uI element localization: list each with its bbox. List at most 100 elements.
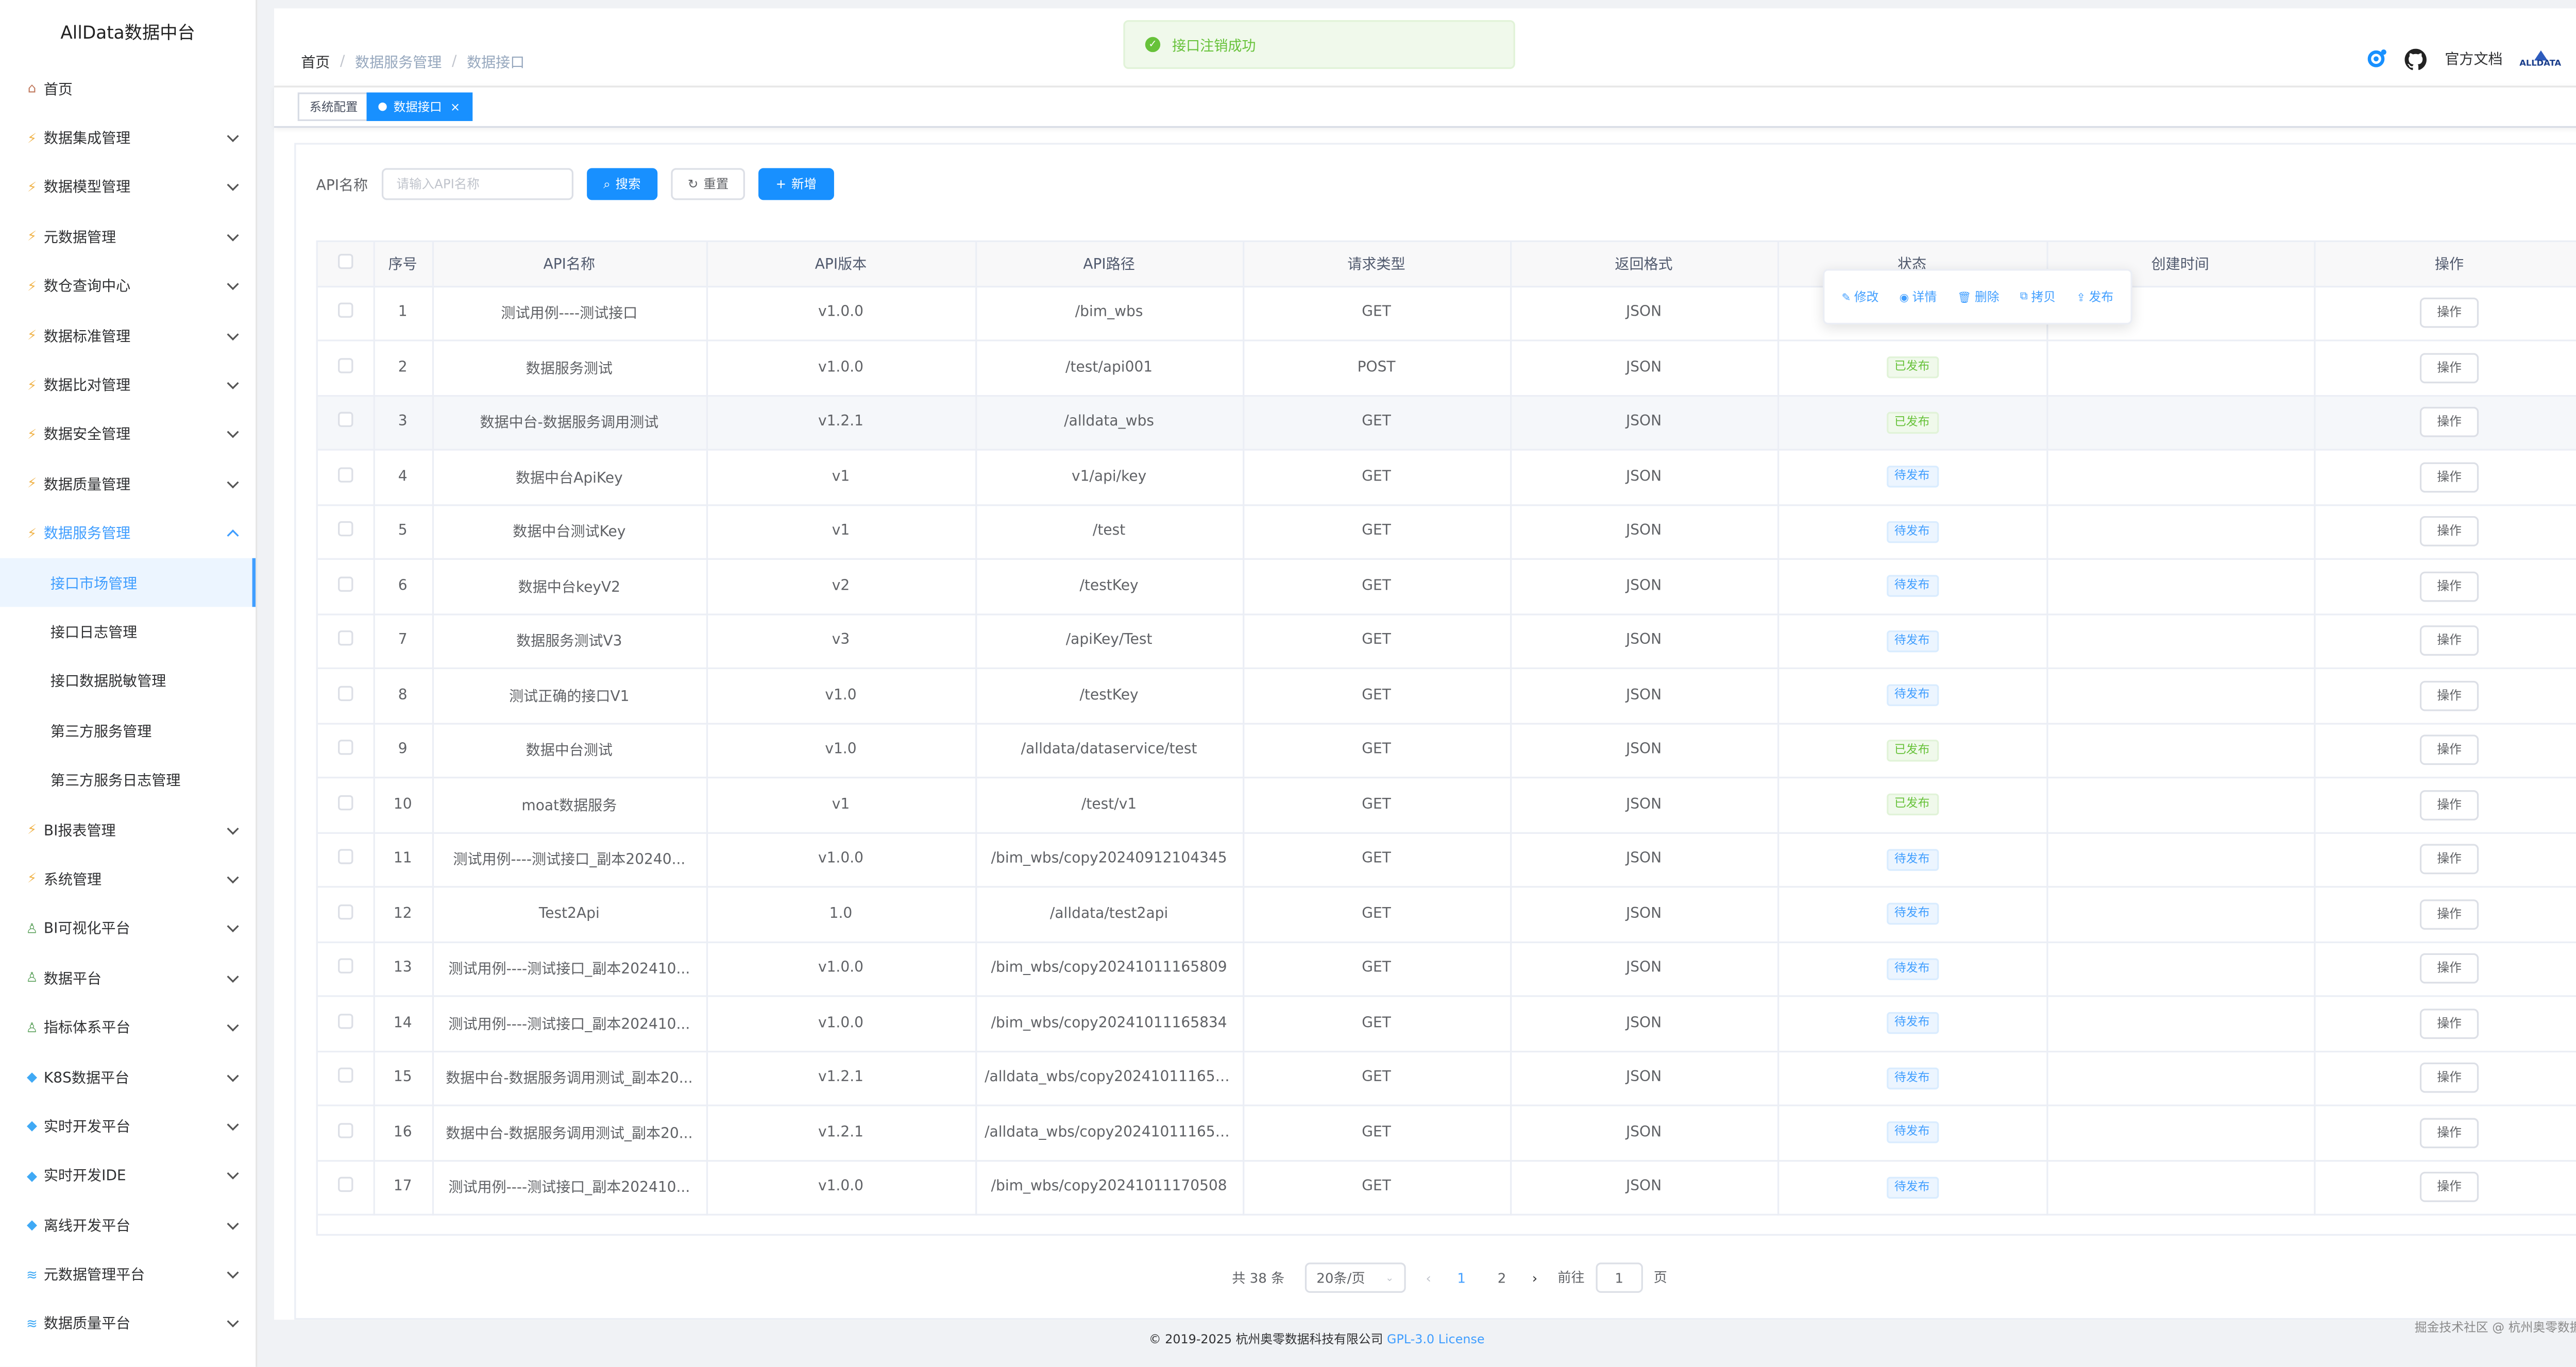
- row-checkbox-box[interactable]: [337, 959, 353, 974]
- license-link[interactable]: GPL-3.0 License: [1387, 1331, 1485, 1347]
- sidebar-item[interactable]: ⚡ BI报表管理: [0, 805, 256, 855]
- row-checkbox-box[interactable]: [337, 740, 353, 756]
- tab-system-config[interactable]: 系统配置: [297, 92, 370, 122]
- sidebar-item[interactable]: ⚡ 数据服务管理: [0, 508, 256, 558]
- sidebar-item-home[interactable]: ⌂ 首页: [0, 64, 256, 113]
- popover-action-copy[interactable]: ⧉ 拷贝: [2020, 288, 2056, 305]
- table-row[interactable]: 17 测试用例----测试接口_副本202410... v1.0.0/bim_wbs…: [317, 1160, 2576, 1216]
- sidebar-item[interactable]: ◆ 离线开发平台: [0, 1200, 256, 1250]
- sidebar-item[interactable]: ♙ 数据平台: [0, 953, 256, 1003]
- docs-link[interactable]: 官方文档: [2445, 52, 2503, 69]
- reset-button[interactable]: ↻ 重置: [671, 168, 745, 200]
- sidebar-item[interactable]: ◆ 实时开发平台: [0, 1102, 256, 1151]
- row-checkbox-box[interactable]: [337, 412, 353, 428]
- table-row[interactable]: 10 moat数据服务 v1/test/v1 GET JSON 已发布 操作: [317, 777, 2576, 833]
- breadcrumb-home[interactable]: 首页: [301, 55, 330, 73]
- prev-page-icon[interactable]: ‹: [1426, 1270, 1431, 1286]
- row-checkbox-box[interactable]: [337, 576, 353, 592]
- table-row[interactable]: 8 测试正确的接口V1 v1.0/testKey GET JSON 待发布 操作: [317, 668, 2576, 724]
- row-checkbox-box[interactable]: [337, 521, 353, 537]
- popover-action-upload[interactable]: ⇪ 发布: [2076, 288, 2113, 305]
- row-action-button[interactable]: 操作: [2420, 790, 2479, 821]
- sidebar-item[interactable]: ≋ 数据质量平台: [0, 1299, 256, 1348]
- sidebar-subitem[interactable]: 接口市场管理: [0, 558, 256, 608]
- sidebar-item[interactable]: ◆ 实时开发IDE: [0, 1151, 256, 1201]
- table-row[interactable]: 14 测试用例----测试接口_副本202410... v1.0.0/bim_wbs…: [317, 996, 2576, 1052]
- row-checkbox-box[interactable]: [337, 795, 353, 810]
- sidebar-item[interactable]: ♙ 指标体系平台: [0, 1003, 256, 1052]
- row-checkbox-box[interactable]: [337, 1068, 353, 1083]
- add-button[interactable]: + 新增: [759, 168, 834, 200]
- row-checkbox-box[interactable]: [337, 685, 353, 701]
- row-checkbox[interactable]: [317, 340, 375, 396]
- search-button[interactable]: ⌕ 搜索: [586, 168, 658, 200]
- row-checkbox-box[interactable]: [337, 467, 353, 482]
- row-checkbox[interactable]: [317, 941, 375, 997]
- sidebar-subitem[interactable]: 第三方服务管理: [50, 724, 152, 741]
- sidebar-item[interactable]: ≋ 元数据管理平台: [0, 1250, 256, 1299]
- row-action-button[interactable]: 操作: [2420, 407, 2479, 438]
- user-avatar[interactable]: ALLDATA: [2519, 49, 2561, 68]
- row-checkbox[interactable]: [317, 996, 375, 1052]
- sidebar-item[interactable]: ⚡ 系统管理: [0, 855, 256, 904]
- table-row[interactable]: 15 数据中台-数据服务调用测试_副本20... v1.2.1/alldata_wb…: [317, 1051, 2576, 1106]
- row-checkbox[interactable]: [317, 395, 375, 451]
- row-checkbox-box[interactable]: [337, 1013, 353, 1029]
- row-checkbox-box[interactable]: [337, 904, 353, 919]
- api-name-input[interactable]: 请输入API名称: [381, 168, 573, 200]
- row-checkbox[interactable]: [317, 886, 375, 943]
- sidebar-subitem[interactable]: 接口数据脱敏管理: [50, 675, 166, 692]
- sidebar-subitem[interactable]: 第三方服务日志管理: [50, 773, 181, 791]
- row-checkbox[interactable]: [317, 668, 375, 724]
- row-action-button[interactable]: 操作: [2420, 680, 2479, 711]
- table-row[interactable]: 9 数据中台测试 v1.0/alldata/dataservice/test GET J…: [317, 723, 2576, 779]
- table-row[interactable]: 16 数据中台-数据服务调用测试_副本20... v1.2.1/alldata_wb…: [317, 1105, 2576, 1161]
- row-action-button[interactable]: 操作: [2420, 735, 2479, 765]
- page-number[interactable]: 2: [1497, 1270, 1506, 1286]
- row-checkbox[interactable]: [317, 1051, 375, 1106]
- row-action-button[interactable]: 操作: [2420, 298, 2479, 329]
- row-checkbox[interactable]: [317, 613, 375, 670]
- sidebar-item[interactable]: ⚡ 数据比对管理: [0, 361, 256, 410]
- sidebar-item[interactable]: ⚡ 数据质量管理: [0, 459, 256, 508]
- sidebar-item[interactable]: ◆ K8S数据平台: [0, 1052, 256, 1102]
- row-action-button[interactable]: 操作: [2420, 1117, 2479, 1148]
- table-row[interactable]: 7 数据服务测试V3 v3/apiKey/Test GET JSON 待发布 操作: [317, 613, 2576, 670]
- row-checkbox[interactable]: [317, 777, 375, 833]
- row-action-button[interactable]: 操作: [2420, 352, 2479, 383]
- table-row[interactable]: 6 数据中台keyV2 v2/testKey GET JSON 待发布 操作: [317, 559, 2576, 614]
- row-checkbox[interactable]: [317, 832, 375, 888]
- row-action-button[interactable]: 操作: [2420, 516, 2479, 547]
- table-row[interactable]: 5 数据中台测试Key v1/test GET JSON 待发布 操作: [317, 504, 2576, 560]
- settings-gear-icon[interactable]: [2364, 47, 2388, 71]
- goto-page-input[interactable]: 1: [1595, 1262, 1643, 1293]
- sidebar-subitem[interactable]: 接口日志管理: [50, 625, 138, 642]
- row-action-button[interactable]: 操作: [2420, 626, 2479, 656]
- row-checkbox-box[interactable]: [337, 849, 353, 865]
- row-checkbox-box[interactable]: [337, 630, 353, 646]
- row-checkbox[interactable]: [317, 723, 375, 779]
- select-all-cell[interactable]: [317, 242, 375, 287]
- select-all-checkbox[interactable]: [337, 253, 353, 269]
- row-checkbox-box[interactable]: [337, 357, 353, 373]
- row-action-button[interactable]: 操作: [2420, 1008, 2479, 1039]
- github-icon[interactable]: [2404, 47, 2428, 71]
- popover-action-edit[interactable]: ✎ 修改: [1842, 288, 1879, 305]
- sidebar-item[interactable]: ⚡ 数据标准管理: [0, 311, 256, 361]
- page-number[interactable]: 1: [1457, 1270, 1466, 1286]
- sidebar-item[interactable]: ⚡ 元数据管理: [0, 212, 256, 262]
- popover-action-eye[interactable]: ◉ 详情: [1900, 288, 1937, 305]
- table-row[interactable]: 12 Test2Api 1.0/alldata/test2api GET JSON 待发布…: [317, 886, 2576, 943]
- sidebar-item[interactable]: ⚡ 数据安全管理: [0, 410, 256, 459]
- next-page-icon[interactable]: ›: [1532, 1270, 1538, 1286]
- sidebar-item[interactable]: ⚡ 数据模型管理: [0, 163, 256, 212]
- row-checkbox-box[interactable]: [337, 1122, 353, 1138]
- close-icon[interactable]: ×: [450, 100, 461, 114]
- table-row[interactable]: 11 测试用例----测试接口_副本20240... v1.0.0/bim_wbs/…: [317, 832, 2576, 888]
- row-checkbox[interactable]: [317, 504, 375, 560]
- page-size-select[interactable]: 20条/页 ⌄: [1304, 1262, 1406, 1293]
- row-action-button[interactable]: 操作: [2420, 571, 2479, 602]
- table-row[interactable]: 4 数据中台ApiKey v1 v1/api/key GET JSON 待发布 操作: [317, 450, 2576, 505]
- sidebar-item[interactable]: ⚡ 数仓查询中心: [0, 262, 256, 311]
